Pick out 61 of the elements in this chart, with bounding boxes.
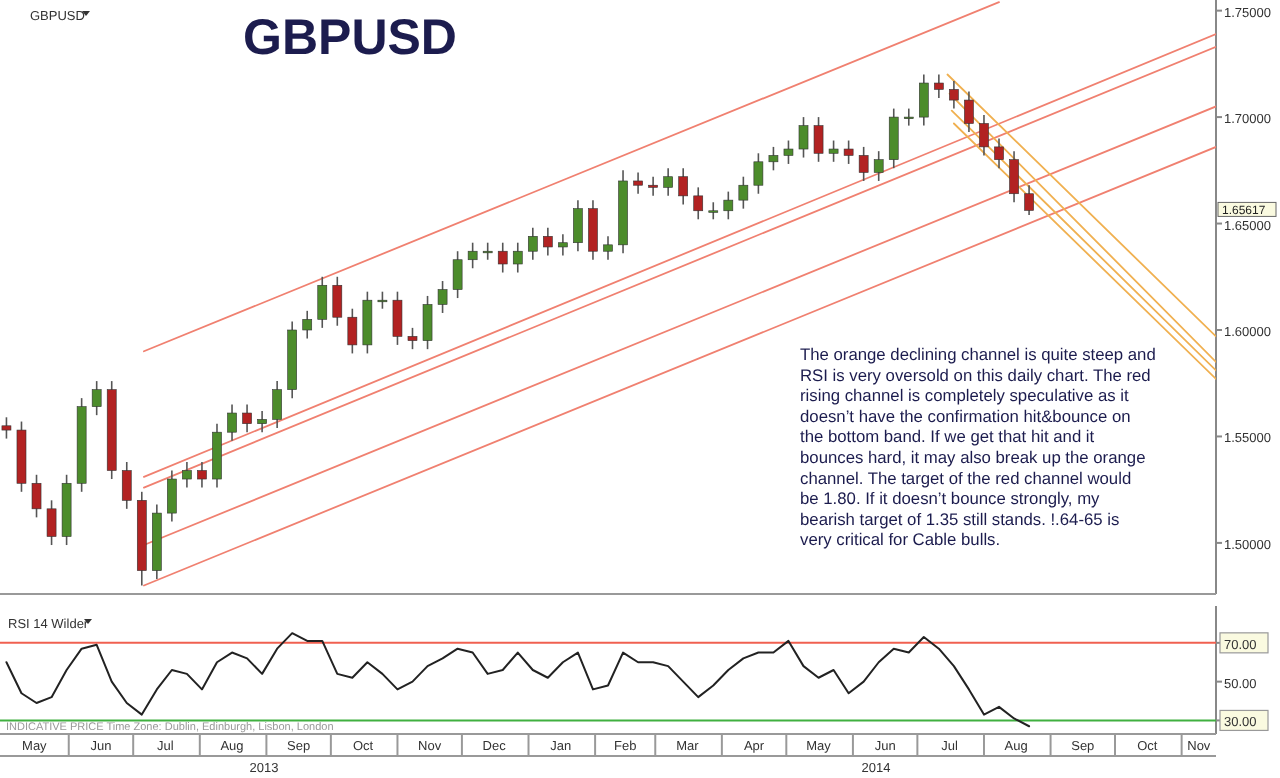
candlestick	[813, 116, 824, 163]
candlestick	[197, 461, 207, 489]
candlestick	[31, 473, 42, 519]
candlestick	[663, 167, 673, 197]
candlestick	[467, 241, 478, 270]
candlestick	[919, 73, 929, 127]
candlestick	[888, 107, 899, 169]
candlestick	[1, 416, 12, 440]
candlestick	[903, 107, 914, 127]
candlestick	[392, 290, 403, 346]
candlestick	[603, 235, 613, 261]
candlestick	[934, 73, 944, 99]
candlestick	[347, 307, 358, 355]
candlestick	[121, 461, 132, 510]
text: The orange declining channel is quite steep and RSI is very oversold on this daily chart. The red rising channel is completely speculative as it doesn’t have the confirmation hit&bounce on the bottom band. If we get that hit and it bounces hard, it may also break up the orange channel. The target of the red channel would be 1.80. If it doesn’t bounce strongly, my bearish target of 1.35 still stands. !.64-65 is very critical for Cable bulls.	[800, 344, 1156, 550]
candlestick	[497, 241, 508, 274]
candlestick	[1009, 150, 1019, 204]
candlestick	[723, 190, 734, 221]
candlestick	[994, 137, 1004, 169]
candlestick	[362, 290, 373, 355]
candlestick	[332, 275, 343, 327]
candlestick	[768, 146, 779, 172]
candlestick	[1024, 184, 1034, 216]
candlestick	[798, 116, 809, 159]
candlestick	[588, 199, 598, 261]
candlestick	[979, 114, 989, 157]
candlestick	[858, 146, 869, 182]
candlestick	[512, 241, 523, 274]
candlestick	[182, 461, 192, 489]
candlestick	[257, 410, 267, 433]
candlestick	[452, 250, 463, 299]
candlestick	[167, 469, 177, 523]
candlestick	[317, 275, 328, 329]
candlestick	[407, 327, 418, 350]
candlestick	[302, 310, 313, 340]
candlestick	[46, 499, 57, 546]
candlestick	[573, 199, 583, 253]
candlestick	[949, 80, 959, 110]
candlestick	[558, 233, 568, 257]
candlestick	[437, 280, 448, 314]
candlestick	[527, 227, 538, 261]
candlestick	[843, 139, 854, 165]
candlestick	[708, 201, 719, 221]
candlestick	[693, 186, 704, 221]
candlestick	[227, 403, 237, 442]
candlestick	[242, 403, 252, 433]
candlestick	[272, 380, 282, 429]
candlestick	[828, 139, 839, 163]
candlestick	[633, 171, 643, 195]
candlestick	[422, 295, 433, 350]
candlestick	[678, 167, 689, 206]
candlestick	[783, 139, 794, 165]
candlestick	[648, 175, 658, 197]
chart-title: GBPUSD	[243, 10, 457, 66]
candlestick	[753, 152, 764, 195]
candlestick	[543, 227, 553, 257]
candlestick	[964, 90, 974, 133]
candlestick	[738, 175, 749, 210]
candlestick	[212, 422, 222, 489]
candlestick	[91, 380, 102, 416]
candlestick	[873, 150, 884, 182]
